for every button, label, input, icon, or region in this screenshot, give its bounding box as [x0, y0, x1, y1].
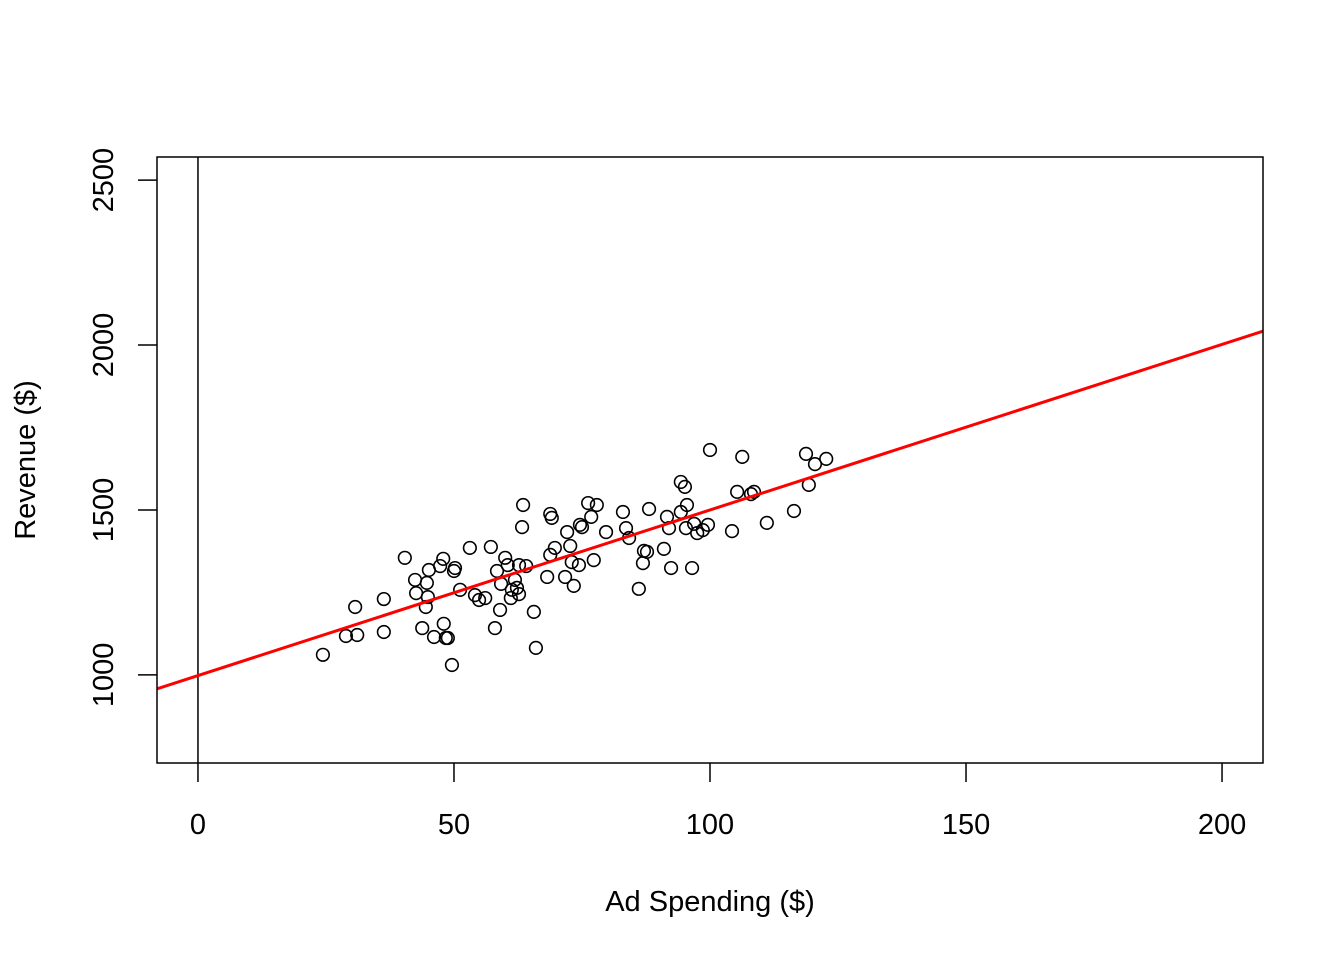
data-point [547, 540, 562, 556]
data-point [462, 540, 477, 556]
y-axis-title: Revenue ($) [10, 380, 42, 540]
data-point [540, 569, 555, 585]
data-point [348, 599, 363, 615]
y-tick-label: 2000 [88, 313, 120, 378]
plot-frame [156, 156, 1264, 764]
y-tick-label: 2500 [88, 148, 120, 213]
x-axis-title: Ad Spending ($) [605, 886, 815, 918]
data-point [557, 569, 573, 585]
data-point [483, 539, 498, 555]
data-point [730, 484, 745, 499]
data-point [571, 557, 587, 573]
data-point [509, 580, 525, 595]
data-point [798, 446, 814, 461]
data-point [677, 479, 693, 494]
data-point [819, 451, 834, 466]
x-tick-label: 0 [190, 809, 206, 841]
data-point [572, 517, 588, 532]
data-point [338, 628, 354, 644]
data-point [663, 560, 679, 576]
data-point [492, 602, 508, 618]
data-point [444, 657, 460, 673]
data-point [503, 590, 518, 606]
x-tick-label: 200 [1198, 809, 1246, 841]
data-point [415, 620, 430, 636]
data-point [786, 503, 802, 519]
data-point [746, 484, 762, 499]
data-point [528, 640, 544, 655]
data-point [544, 510, 559, 525]
data-point [426, 629, 442, 645]
data-point [656, 541, 672, 557]
data-point [695, 523, 710, 538]
data-point [586, 553, 601, 568]
data-point [759, 515, 774, 530]
data-point [514, 520, 530, 535]
data-point [487, 620, 503, 636]
data-point [500, 557, 515, 573]
x-tick-label: 150 [942, 809, 990, 841]
data-point [618, 521, 634, 536]
data-point [420, 589, 435, 605]
data-point [560, 524, 575, 540]
data-point [702, 442, 718, 458]
x-axis: 0 50 100 150 200 [190, 763, 1246, 841]
y-tick-label: 1500 [88, 478, 120, 543]
data-point [436, 616, 451, 631]
data-point [467, 587, 483, 603]
data-point [566, 578, 581, 593]
data-point [376, 591, 391, 607]
data-point [440, 630, 455, 646]
data-point [478, 590, 493, 606]
data-point [516, 497, 531, 513]
data-point [581, 495, 596, 511]
y-tick-label: 1000 [88, 643, 120, 708]
data-point [397, 550, 412, 565]
data-point [419, 575, 434, 590]
data-point [631, 581, 646, 596]
data-point [447, 560, 463, 576]
data-point [639, 544, 655, 559]
data-point [433, 558, 448, 574]
data-point [673, 474, 688, 490]
data-point [598, 524, 614, 540]
data-point [584, 509, 599, 525]
points-layer [315, 442, 834, 673]
data-point [589, 497, 604, 513]
data-point [498, 550, 513, 565]
data-point [574, 520, 590, 535]
data-point [807, 457, 823, 472]
data-point [408, 586, 424, 601]
x-tick-label: 100 [686, 809, 734, 841]
y-axis: 1000 1500 2000 2500 [88, 148, 157, 707]
data-point [641, 501, 657, 517]
data-point [684, 560, 700, 576]
data-point [350, 627, 365, 643]
data-point [724, 523, 740, 539]
data-point [735, 449, 750, 464]
x-tick-label: 50 [438, 809, 470, 841]
data-point [511, 586, 527, 602]
data-point [526, 604, 541, 620]
data-point [376, 624, 391, 640]
data-point [615, 504, 631, 520]
regression-line [157, 329, 1263, 691]
data-point [471, 592, 487, 608]
data-point [436, 551, 451, 566]
data-point [563, 538, 578, 554]
data-point [679, 497, 695, 513]
data-point [700, 517, 716, 532]
data-point [315, 647, 331, 662]
data-point [407, 572, 423, 588]
